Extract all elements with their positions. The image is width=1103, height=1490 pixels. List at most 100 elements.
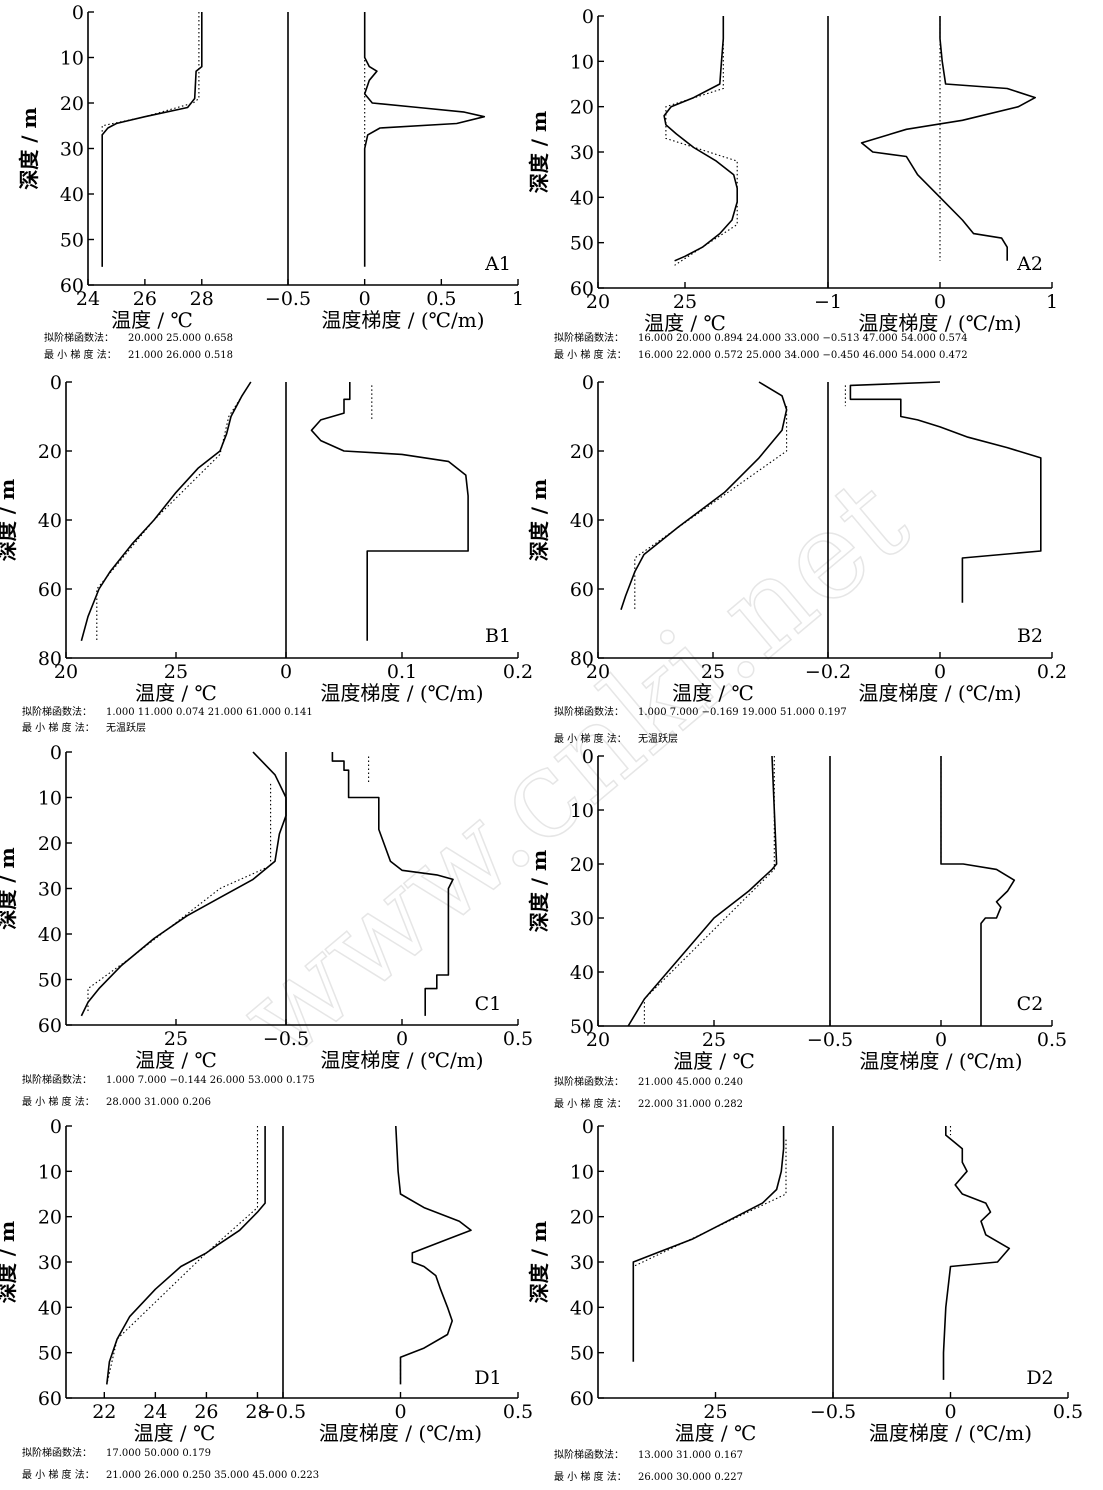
temp-tick-label: 25: [703, 1401, 727, 1423]
depth-tick-label: 0: [582, 6, 594, 28]
note-method-label: 最 小 梯 度 法：: [22, 1095, 95, 1108]
note-values: 1.000 7.000 −0.144 26.000 53.000 0.175: [106, 1075, 315, 1086]
note-method-label: 最 小 梯 度 法：: [554, 1097, 627, 1110]
temp-axis-label: 温度 / ℃: [673, 1049, 755, 1073]
depth-tick-label: 50: [570, 1016, 594, 1038]
grad-series-solid: [331, 752, 454, 1016]
grad-axis-label: 温度梯度 / (℃/m): [859, 1049, 1022, 1073]
depth-tick-label: 40: [570, 962, 594, 984]
note-method-label: 拟阶梯函数法：: [554, 1075, 624, 1088]
note-values: 22.000 31.000 0.282: [638, 1099, 743, 1110]
chart-panel-D1: 0 10 20 30 40 50 60 深度 / m 22 24 26 28 温度 / ℃ −0.5 0 0.…: [0, 1116, 533, 1481]
note-values: 无温跃层: [638, 733, 678, 745]
grad-tick-label: 0.5: [426, 288, 456, 310]
temp-tick-label: 24: [76, 288, 100, 310]
panel-label: C1: [475, 993, 502, 1015]
grad-tick-label: 0: [359, 288, 371, 310]
depth-tick-label: 40: [38, 1297, 62, 1319]
depth-tick-label: 40: [570, 187, 594, 209]
note-method-label: 最 小 梯 度 法：: [554, 1470, 627, 1483]
depth-tick-label: 20: [38, 833, 62, 855]
note-method-label: 最 小 梯 度 法：: [554, 348, 627, 361]
panel-label: D2: [1026, 1367, 1053, 1389]
note-values: 16.000 20.000 0.894 24.000 33.000 −0.513…: [638, 333, 968, 344]
depth-tick-label: 60: [570, 278, 594, 300]
temp-series-solid: [80, 381, 252, 642]
grad-axis-label: 温度梯度 / (℃/m): [858, 311, 1021, 335]
depth-tick-label: 10: [570, 51, 594, 73]
depth-tick-label: 40: [60, 184, 84, 206]
note-method-label: 拟阶梯函数法：: [554, 1448, 624, 1461]
depth-tick-label: 50: [60, 230, 84, 252]
temp-series-solid: [620, 381, 788, 610]
depth-axis-label: 深度 / m: [527, 479, 551, 561]
temp-tick-label: 26: [194, 1401, 218, 1423]
grad-tick-label: 1: [1046, 291, 1058, 313]
depth-tick-label: 0: [582, 746, 594, 768]
temp-series-solid: [663, 16, 739, 262]
temp-series-dotted: [96, 381, 252, 641]
depth-tick-label: 0: [582, 372, 594, 394]
panel-label: A2: [1016, 253, 1043, 275]
depth-axis-label: 深度 / m: [527, 111, 551, 193]
depth-axis-label: 深度 / m: [0, 479, 19, 561]
depth-tick-label: 60: [38, 1388, 62, 1410]
depth-tick-label: 20: [38, 441, 62, 463]
grad-tick-label: −0.5: [260, 1401, 306, 1423]
temp-tick-label: 20: [54, 661, 78, 683]
temp-tick-label: 20: [586, 661, 610, 683]
depth-tick-label: 60: [570, 579, 594, 601]
depth-tick-label: 10: [60, 48, 84, 70]
grad-series-solid: [849, 381, 1042, 603]
note-values: 17.000 50.000 0.179: [106, 1448, 211, 1459]
grad-series-solid: [310, 382, 469, 641]
depth-tick-label: 10: [38, 788, 62, 810]
grad-tick-label: 0: [934, 291, 946, 313]
note-method-label: 最 小 梯 度 法：: [44, 348, 117, 361]
depth-axis-label: 深度 / m: [0, 1221, 19, 1303]
grad-series-solid: [395, 1125, 472, 1385]
temp-tick-label: 28: [245, 1401, 269, 1423]
temp-series-dotted: [106, 1126, 259, 1385]
depth-tick-label: 50: [570, 1343, 594, 1365]
depth-tick-label: 30: [38, 1252, 62, 1274]
note-values: 无温跃层: [106, 722, 146, 734]
grad-axis-label: 温度梯度 / (℃/m): [858, 681, 1021, 705]
depth-axis-label: 深度 / m: [17, 107, 41, 189]
temp-tick-label: 22: [92, 1401, 116, 1423]
grad-tick-label: 0.2: [503, 661, 533, 683]
depth-tick-label: 40: [38, 924, 62, 946]
depth-tick-label: 50: [38, 1343, 62, 1365]
temp-tick-label: 25: [702, 1029, 726, 1051]
temp-tick-label: 28: [190, 288, 214, 310]
grad-axis-label: 温度梯度 / (℃/m): [320, 681, 483, 705]
depth-tick-label: 50: [570, 233, 594, 255]
depth-tick-label: 20: [570, 854, 594, 876]
temp-series-dotted: [634, 406, 788, 610]
temp-axis-label: 温度 / ℃: [135, 1048, 217, 1072]
depth-tick-label: 30: [60, 139, 84, 161]
grad-axis-label: 温度梯度 / (℃/m): [869, 1421, 1032, 1445]
note-values: 20.000 25.000 0.658: [128, 333, 233, 344]
grad-tick-label: 1: [512, 288, 524, 310]
temp-series-dotted: [101, 12, 200, 267]
note-values: 21.000 45.000 0.240: [638, 1077, 743, 1088]
temp-series-dotted: [643, 756, 775, 1026]
note-values: 21.000 26.000 0.250 35.000 45.000 0.223: [106, 1470, 319, 1481]
depth-axis-label: 深度 / m: [0, 847, 19, 929]
panel-label: D1: [474, 1367, 501, 1389]
grad-tick-label: 0: [944, 1401, 956, 1423]
grad-tick-label: −0.2: [805, 661, 851, 683]
grad-tick-label: −0.5: [807, 1029, 853, 1051]
note-values: 26.000 30.000 0.227: [638, 1472, 743, 1483]
temp-axis-label: 温度 / ℃: [672, 681, 754, 705]
grad-series-solid: [860, 16, 1036, 261]
depth-tick-label: 80: [570, 648, 594, 670]
depth-tick-label: 30: [38, 879, 62, 901]
depth-tick-label: 20: [38, 1207, 62, 1229]
note-method-label: 拟阶梯函数法：: [44, 331, 114, 344]
